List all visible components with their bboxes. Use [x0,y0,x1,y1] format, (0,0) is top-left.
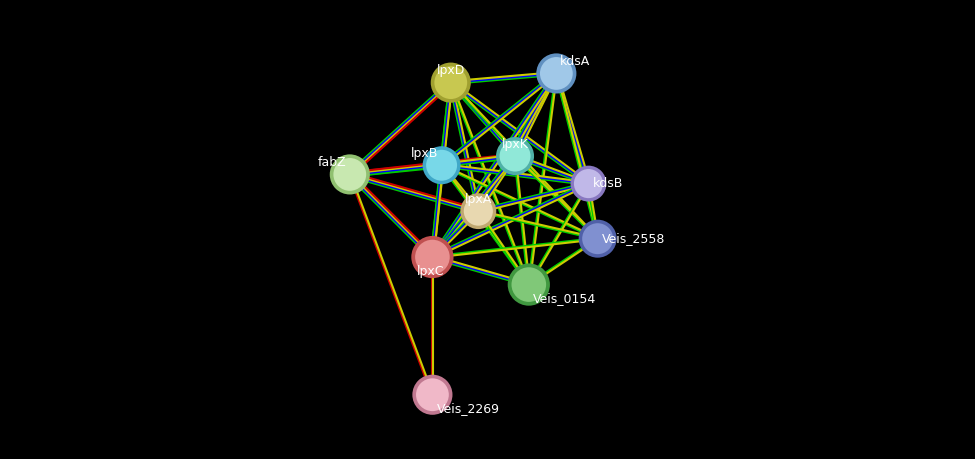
Circle shape [581,222,614,255]
Text: fabZ: fabZ [318,156,346,169]
Circle shape [414,239,450,275]
Circle shape [422,146,460,184]
Circle shape [415,377,449,412]
Circle shape [330,154,370,195]
Text: kdsB: kdsB [593,177,624,190]
Circle shape [425,149,458,182]
Text: lpxD: lpxD [437,64,465,77]
Circle shape [433,65,468,100]
Text: lpxC: lpxC [416,264,445,278]
Circle shape [498,140,531,173]
Circle shape [508,263,550,306]
Text: Veis_2558: Veis_2558 [603,232,666,245]
Circle shape [578,220,616,257]
Circle shape [463,196,494,227]
Circle shape [496,137,534,175]
Circle shape [539,56,574,91]
Circle shape [412,375,452,415]
Circle shape [460,193,496,229]
Text: kdsA: kdsA [560,55,591,68]
Circle shape [511,266,547,303]
Circle shape [411,236,453,278]
Text: lpxK: lpxK [501,138,528,151]
Circle shape [536,53,576,94]
Circle shape [332,157,368,192]
Circle shape [570,166,606,202]
Circle shape [573,168,604,199]
Text: Veis_2269: Veis_2269 [437,402,500,415]
Text: lpxA: lpxA [465,193,492,206]
Text: Veis_0154: Veis_0154 [532,292,596,305]
Circle shape [431,62,471,103]
Text: lpxB: lpxB [410,147,438,160]
